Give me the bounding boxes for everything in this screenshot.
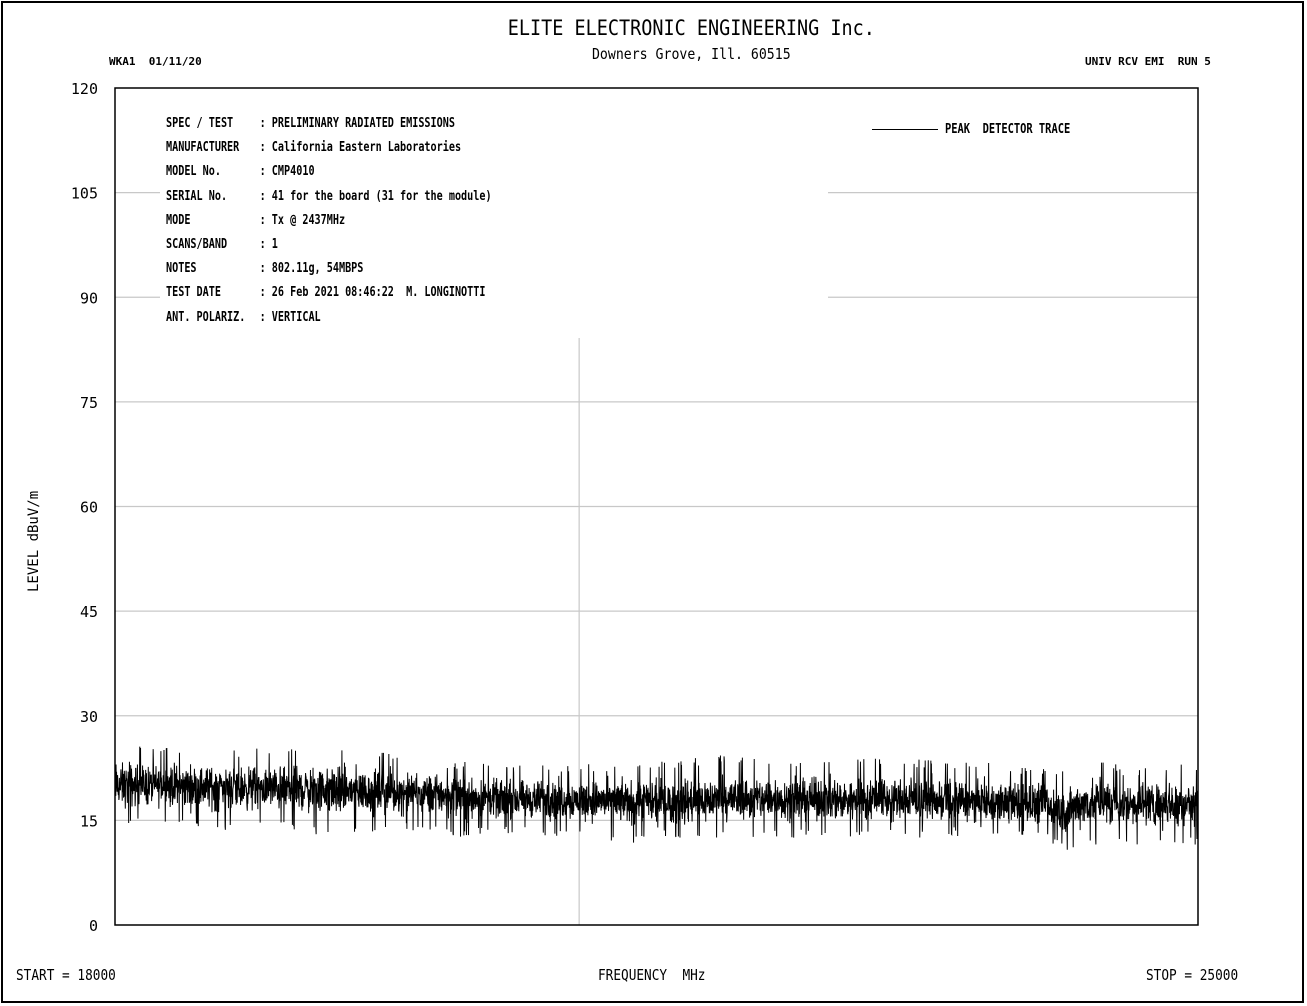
y-tick-label: 120	[71, 80, 98, 98]
legend-line-swatch	[872, 129, 938, 130]
info-key: SPEC / TEST	[166, 116, 234, 131]
info-key: MANUFACTURER	[166, 140, 240, 156]
info-key: TEST DATE	[166, 285, 221, 301]
y-tick-label: 60	[80, 499, 98, 517]
y-tick-label: 90	[80, 289, 98, 307]
chart-axes	[114, 87, 1199, 926]
info-key: MODEL No.	[166, 164, 221, 180]
info-key: NOTES	[166, 261, 197, 277]
info-value: : PRELIMINARY RADIATED EMISSIONS	[259, 116, 455, 131]
info-value: : 802.11g, 54MBPS	[259, 261, 364, 277]
info-value: : 26 Feb 2021 08:46:22 M. LONGINOTTI	[259, 285, 486, 301]
y-tick-label: 75	[80, 394, 98, 412]
peak-detector-trace	[114, 746, 1199, 850]
info-value: : Tx @ 2437MHz	[259, 212, 346, 228]
x-stop-label: STOP = 25000	[1146, 966, 1239, 984]
legend-label: PEAK DETECTOR TRACE	[945, 122, 1071, 137]
info-value: : 1	[259, 236, 278, 252]
y-tick-label: 0	[89, 917, 98, 935]
y-axis-ticks: 120 105 90 75 60 45 30 15 0	[71, 80, 98, 935]
y-tick-label: 105	[71, 185, 98, 203]
header-right-code: UNIV RCV EMI RUN 5	[1085, 55, 1211, 68]
info-key: SERIAL No.	[166, 188, 228, 204]
y-tick-label: 45	[80, 603, 98, 621]
header-left-code: WKA1 01/11/20	[109, 55, 202, 68]
y-tick-label: 15	[80, 812, 98, 830]
info-key: SCANS/BAND	[166, 236, 228, 252]
y-tick-label: 30	[80, 708, 98, 726]
info-key: ANT. POLARIZ.	[166, 309, 246, 325]
info-value: : 41 for the board (31 for the module)	[259, 188, 492, 204]
info-value: : VERTICAL	[259, 309, 321, 325]
info-key: MODE	[166, 212, 191, 228]
chart-grid	[115, 192, 1198, 925]
info-value: : CMP4010	[259, 164, 315, 180]
x-axis-label: FREQUENCY MHz	[598, 966, 706, 984]
chart-title: ELITE ELECTRONIC ENGINEERING Inc.	[507, 16, 875, 40]
chart-subtitle: Downers Grove, Ill. 60515	[591, 45, 791, 63]
plot-border	[114, 87, 1199, 926]
x-start-label: START = 18000	[16, 966, 116, 984]
info-value: : California Eastern Laboratories	[259, 140, 462, 156]
y-axis-label: LEVEL dBuV/m	[26, 490, 42, 592]
